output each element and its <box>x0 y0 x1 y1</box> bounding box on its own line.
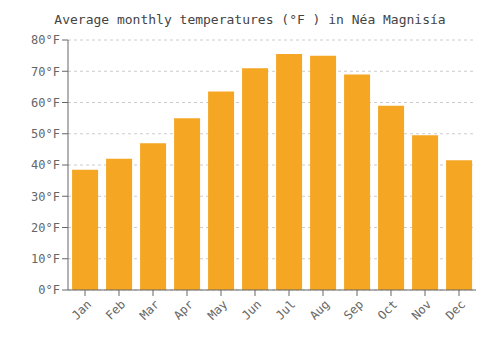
svg-text:80°F: 80°F <box>31 33 60 47</box>
svg-text:Nov: Nov <box>409 297 434 322</box>
svg-text:0°F: 0°F <box>38 283 60 297</box>
svg-text:Oct: Oct <box>375 297 400 322</box>
svg-text:30°F: 30°F <box>31 190 60 204</box>
svg-text:Jul: Jul <box>273 297 298 322</box>
html-text:Average monthly temperatures (: Average monthly temperatures (°F ) in Né… <box>54 12 446 27</box>
svg-text:Aug: Aug <box>307 297 332 322</box>
svg-text:70°F: 70°F <box>31 65 60 79</box>
svg-text:Sep: Sep <box>341 297 366 322</box>
svg-text:May: May <box>205 297 230 322</box>
svg-text:Dec: Dec <box>443 297 468 322</box>
svg-text:60°F: 60°F <box>31 96 60 110</box>
svg-text:Jun: Jun <box>239 297 264 322</box>
svg-text:Jan: Jan <box>69 297 94 322</box>
svg-text:Apr: Apr <box>171 297 196 322</box>
svg-text:40°F: 40°F <box>31 158 60 172</box>
svg-text:Mar: Mar <box>137 297 162 322</box>
svg-text:20°F: 20°F <box>31 221 60 235</box>
svg-text:Feb: Feb <box>103 297 128 322</box>
svg-text:50°F: 50°F <box>31 127 60 141</box>
svg-text:10°F: 10°F <box>31 252 60 266</box>
